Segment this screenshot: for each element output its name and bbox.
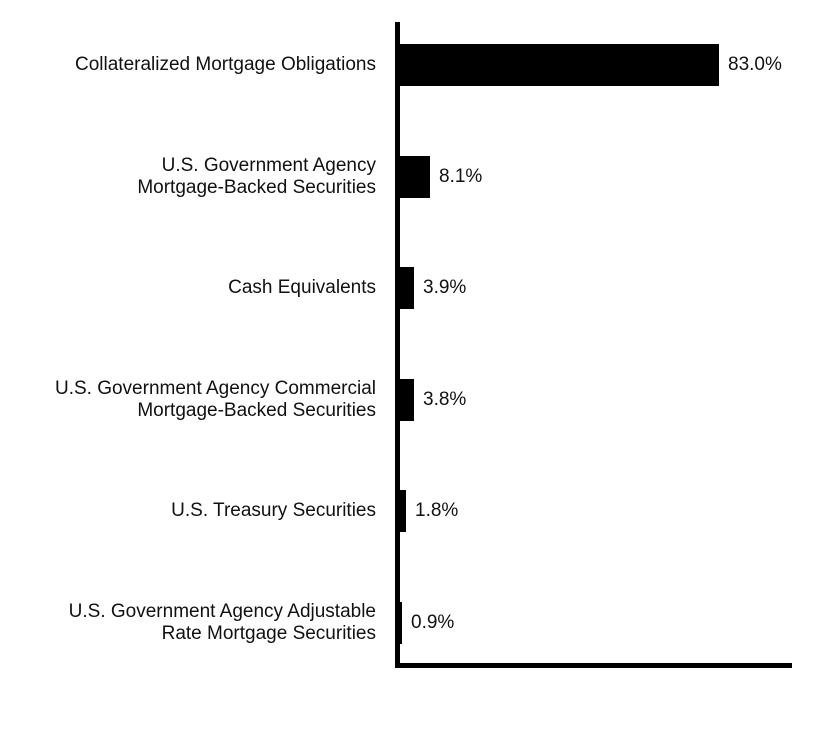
value-label: 8.1% [439,165,483,187]
value-label: 3.8% [423,388,467,410]
value-label: 83.0% [728,54,782,75]
category-label: U.S. Government Agency Mortgage-Backed Se… [137,154,376,198]
category-label: U.S. Government Agency Commercial Mortgag… [54,377,376,421]
category-label: U.S. Government Agency Adjustable Rate Mo… [68,600,376,644]
bar [399,490,406,532]
category-label: Cash Equivalents [228,277,376,298]
value-label: 1.8% [415,500,459,521]
value-label: 0.9% [411,611,455,633]
bar [399,601,402,644]
value-label: 3.9% [423,277,467,298]
category-label: U.S. Treasury Securities [171,500,376,521]
bar [399,378,414,421]
category-label: Collateralized Mortgage Obligations [75,54,376,75]
x-axis-line [395,663,792,668]
bar [399,44,719,86]
y-axis-line [395,22,400,668]
bar [399,155,430,198]
bar [399,267,414,309]
